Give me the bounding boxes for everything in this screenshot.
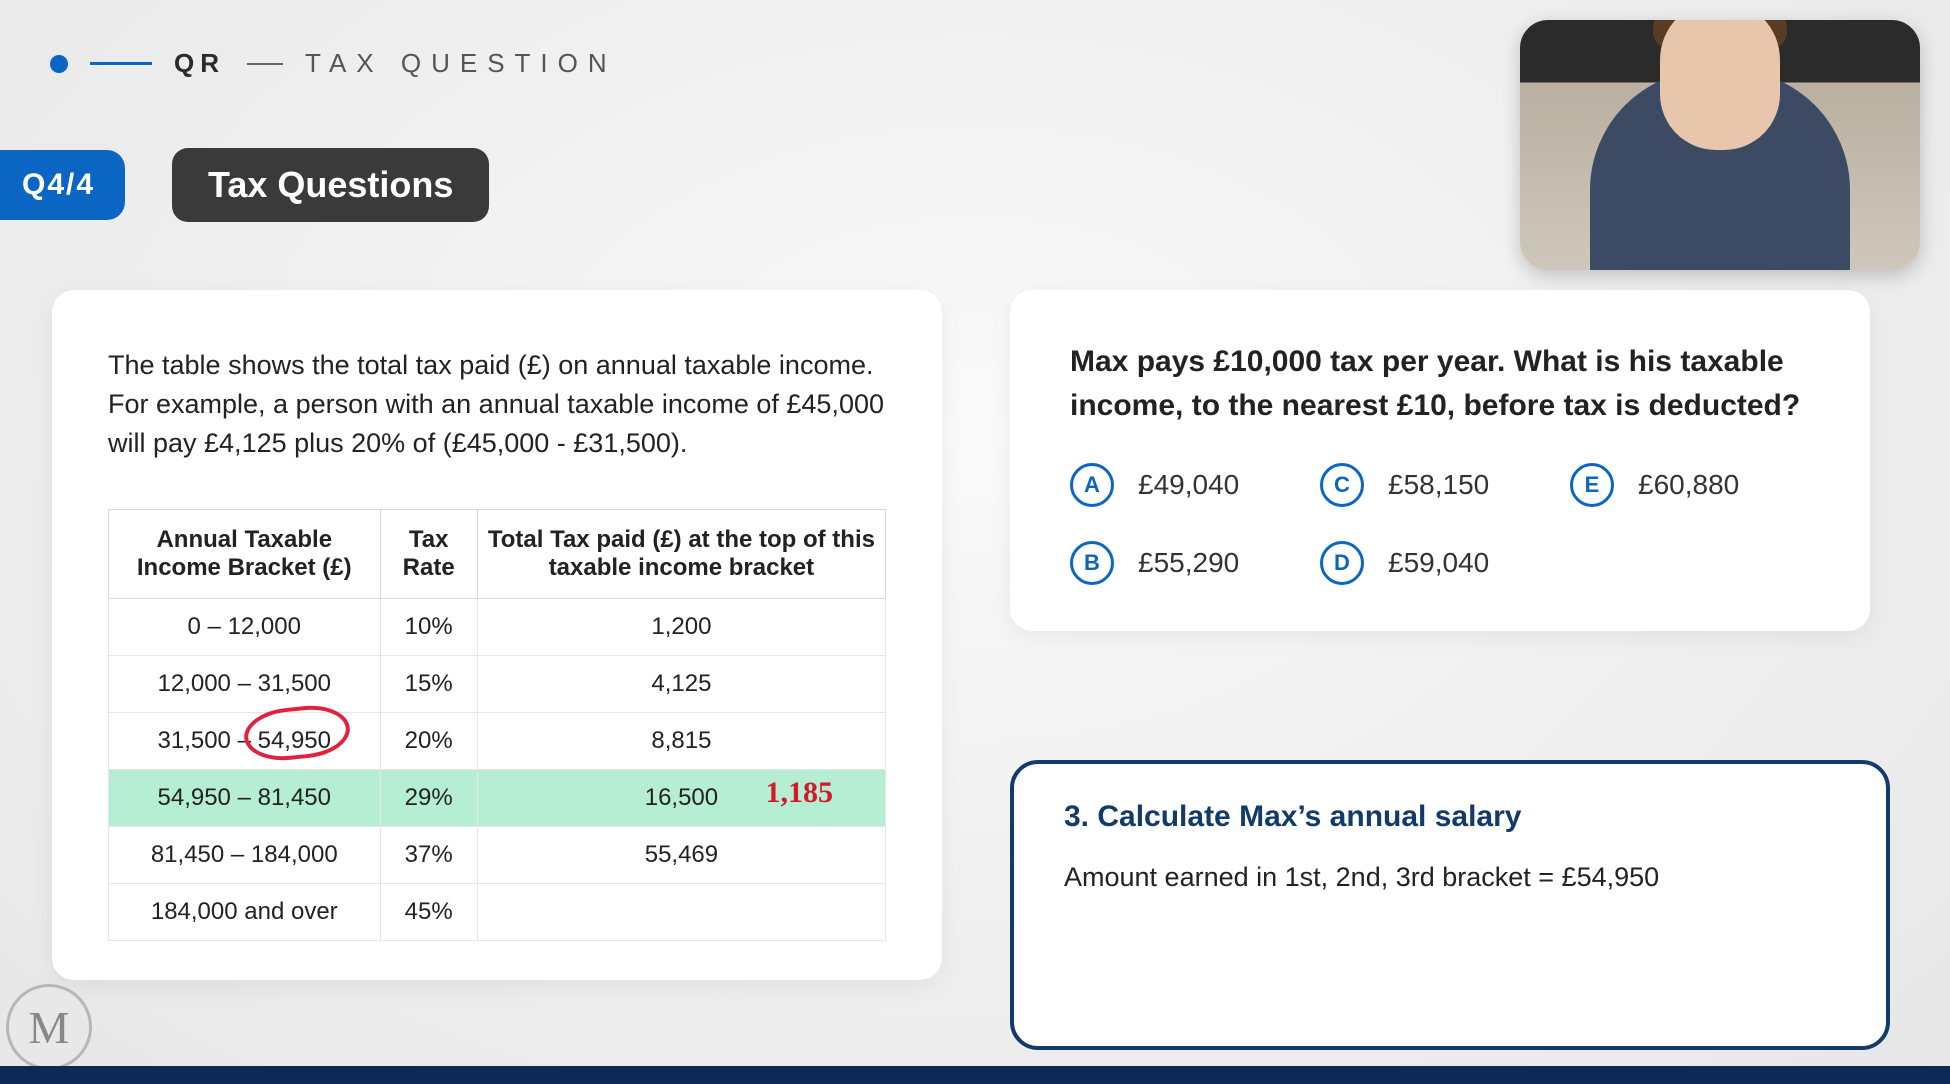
working-title: 3. Calculate Max’s annual salary xyxy=(1064,800,1836,834)
option-value: £58,150 xyxy=(1388,469,1489,501)
option-letter: E xyxy=(1570,463,1614,507)
presenter-silhouette-icon xyxy=(1590,70,1850,270)
context-card: The table shows the total tax paid (£) o… xyxy=(52,290,942,980)
question-text: Max pays £10,000 tax per year. What is h… xyxy=(1070,340,1810,427)
breadcrumb-line-icon xyxy=(90,62,152,65)
table-cell: 8,815 xyxy=(477,713,885,770)
handwritten-annotation: 1,185 xyxy=(766,776,834,810)
table-cell: 81,450 – 184,000 xyxy=(109,827,381,884)
option-letter: A xyxy=(1070,463,1114,507)
breadcrumb: QR TAX QUESTION xyxy=(50,48,617,79)
table-cell: 4,125 xyxy=(477,656,885,713)
table-row: 81,450 – 184,00037%55,469 xyxy=(109,827,886,884)
option-value: £55,290 xyxy=(1138,547,1239,579)
table-cell: 55,469 xyxy=(477,827,885,884)
working-line: Amount earned in 1st, 2nd, 3rd bracket =… xyxy=(1064,862,1836,893)
brand-logo-icon: M xyxy=(6,984,92,1070)
table-row: 31,500 – 54,95020%8,815 xyxy=(109,713,886,770)
breadcrumb-topic: TAX QUESTION xyxy=(305,48,617,79)
breadcrumb-dot-icon xyxy=(50,55,68,73)
table-cell: 54,950 – 81,450 xyxy=(109,770,381,827)
bottom-bar xyxy=(0,1066,1950,1084)
option-value: £49,040 xyxy=(1138,469,1239,501)
answer-options: A £49,040 C £58,150 E £60,880 B £55,290 D £59,040 xyxy=(1070,463,1810,585)
col-bracket: Annual Taxable Income Bracket (£) xyxy=(109,510,381,599)
table-cell: 45% xyxy=(380,884,477,941)
col-total: Total Tax paid (£) at the top of this ta… xyxy=(477,510,885,599)
col-rate: Tax Rate xyxy=(380,510,477,599)
table-row: 184,000 and over45% xyxy=(109,884,886,941)
table-cell: 37% xyxy=(380,827,477,884)
table-cell xyxy=(477,884,885,941)
answer-option[interactable]: B £55,290 xyxy=(1070,541,1310,585)
table-cell: 10% xyxy=(380,599,477,656)
option-letter: B xyxy=(1070,541,1114,585)
breadcrumb-sep-icon xyxy=(247,63,283,65)
table-cell: 20% xyxy=(380,713,477,770)
answer-option[interactable]: A £49,040 xyxy=(1070,463,1310,507)
table-row: 0 – 12,00010%1,200 xyxy=(109,599,886,656)
option-value: £59,040 xyxy=(1388,547,1489,579)
working-card: 3. Calculate Max’s annual salary Amount … xyxy=(1010,760,1890,1050)
table-row: 12,000 – 31,50015%4,125 xyxy=(109,656,886,713)
option-letter: D xyxy=(1320,541,1364,585)
option-letter: C xyxy=(1320,463,1364,507)
table-cell: 1,200 xyxy=(477,599,885,656)
table-cell: 0 – 12,000 xyxy=(109,599,381,656)
table-cell: 12,000 – 31,500 xyxy=(109,656,381,713)
table-cell: 29% xyxy=(380,770,477,827)
table-cell: 15% xyxy=(380,656,477,713)
answer-option[interactable]: D £59,040 xyxy=(1320,541,1560,585)
answer-option[interactable]: E £60,880 xyxy=(1570,463,1810,507)
table-cell: 184,000 and over xyxy=(109,884,381,941)
table-cell: 31,500 – 54,950 xyxy=(109,713,381,770)
context-intro: The table shows the total tax paid (£) o… xyxy=(108,346,886,463)
question-number-pill: Q4/4 xyxy=(0,150,125,220)
breadcrumb-section: QR xyxy=(174,48,225,79)
presenter-thumbnail xyxy=(1520,20,1920,270)
question-card: Max pays £10,000 tax per year. What is h… xyxy=(1010,290,1870,631)
page-title: Tax Questions xyxy=(172,148,489,222)
tax-table: Annual Taxable Income Bracket (£) Tax Ra… xyxy=(108,509,886,941)
answer-option[interactable]: C £58,150 xyxy=(1320,463,1560,507)
option-value: £60,880 xyxy=(1638,469,1739,501)
